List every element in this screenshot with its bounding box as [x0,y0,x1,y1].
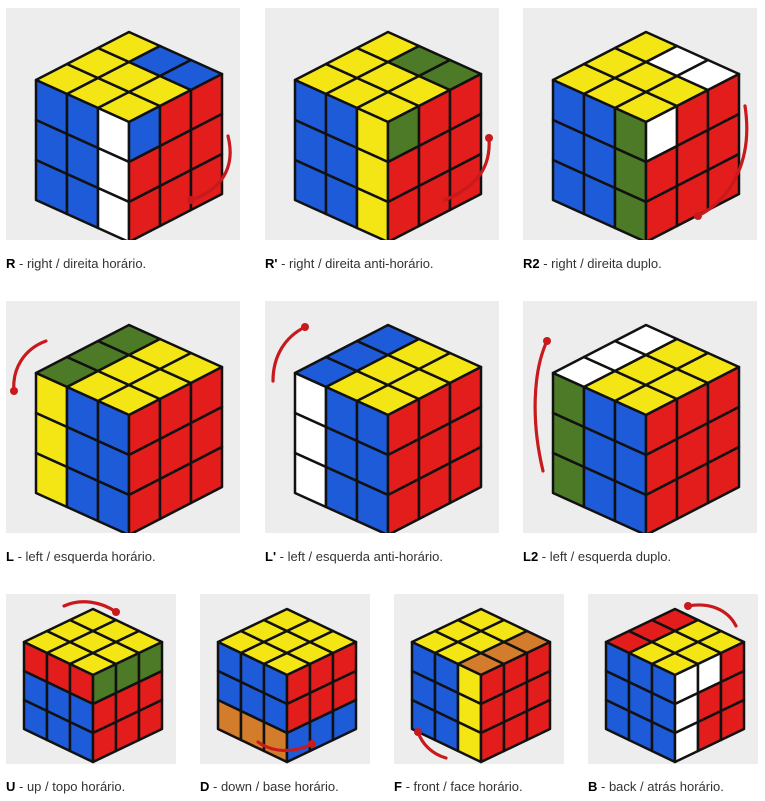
cube-panel [523,301,757,533]
right-face-sticker [719,698,746,742]
cube-panel [6,301,240,533]
right-face-sticker [706,445,741,505]
cube-panel [6,8,240,240]
curved-arrow-icon [62,600,118,614]
arrow-head [414,728,422,736]
move-caption: L2 - left / esquerda duplo. [523,549,671,564]
move-description: - up / topo horário. [15,779,126,794]
right-face-sticker [448,445,483,505]
move-caption: B - back / atrás horário. [588,779,724,794]
cube-illustration [533,323,741,533]
move-card-l2: L2 - left / esquerda duplo. [523,301,757,576]
move-caption: R' - right / direita anti-horário. [265,256,434,271]
arrow-head [10,387,18,395]
move-code: L [6,549,14,564]
move-caption: L - left / esquerda horário. [6,549,156,564]
curved-arrow-icon [271,325,307,383]
move-description: - left / esquerda horário. [13,549,156,564]
move-card-u: U - up / topo horário. [6,594,176,799]
move-card-r2: R2 - right / direita duplo. [523,8,757,283]
curved-arrow-icon [256,740,314,753]
left-face-sticker [613,186,648,240]
left-face-sticker [355,186,390,240]
curved-arrow-icon [686,603,738,628]
move-caption: F - front / face horário. [394,779,523,794]
right-face-sticker [525,698,552,742]
move-card-r: R - right / direita horário. [6,8,240,283]
left-face-sticker [355,479,390,533]
curved-arrow-icon [189,134,232,202]
move-code: R [6,256,16,271]
move-caption: R2 - right / direita duplo. [523,256,662,271]
cube-illustration [34,30,232,240]
move-description: - down / base horário. [209,779,339,794]
cube-illustration [216,607,358,764]
cube-panel [200,594,370,764]
right-face-sticker [706,152,741,212]
move-description: - front / face horário. [401,779,523,794]
move-card-l: L - left / esquerda horário. [6,301,240,576]
move-description: - left / esquerda duplo. [538,549,672,564]
left-face-sticker [96,186,131,240]
right-face-sticker [137,698,164,742]
cube-illustration [604,602,746,764]
arrow-head [684,602,692,610]
arrow-head [301,323,309,331]
right-face-sticker [189,445,224,505]
cube-illustration [551,30,749,240]
cube-illustration [22,600,164,764]
move-code: L' [265,549,277,564]
move-code: R' [265,256,278,271]
move-caption: L' - left / esquerda anti-horário. [265,549,443,564]
move-description: - right / direita horário. [15,256,147,271]
right-face-sticker [331,698,358,742]
cube-illustration [271,323,483,533]
move-caption: D - down / base horário. [200,779,339,794]
cube-panel [265,8,499,240]
move-card-b: B - back / atrás horário. [588,594,758,799]
move-card-r-prime: R' - right / direita anti-horário. [265,8,499,283]
cube-panel [394,594,564,764]
arrow-head [543,337,551,345]
cube-illustration [10,323,224,533]
left-face-sticker [613,479,648,533]
curved-arrow-icon [12,339,48,393]
move-card-f: F - front / face horário. [394,594,564,799]
move-code: U [6,779,16,794]
cube-panel [6,594,176,764]
move-card-d: D - down / base horário. [200,594,370,799]
cube-panel [523,8,757,240]
cube-panel [265,301,499,533]
move-code: R2 [523,256,540,271]
arrow-head [187,196,195,204]
curved-arrow-icon [443,136,491,202]
move-code: B [588,779,598,794]
arrow-head [112,608,120,616]
curved-arrow-icon [696,104,749,218]
curved-arrow-icon [533,339,549,473]
arrow-head [485,134,493,142]
move-description: - right / direita anti-horário. [277,256,434,271]
cube-panel [588,594,758,764]
cube-illustration [410,607,552,764]
left-face-sticker [96,479,131,533]
move-description: - right / direita duplo. [539,256,662,271]
move-caption: R - right / direita horário. [6,256,146,271]
move-code: L2 [523,549,539,564]
arrow-head [308,740,316,748]
move-code: F [394,779,402,794]
cube-illustration [293,30,493,240]
move-code: D [200,779,210,794]
move-description: - left / esquerda anti-horário. [276,549,443,564]
move-card-l-prime: L' - left / esquerda anti-horário. [265,301,499,576]
move-caption: U - up / topo horário. [6,779,125,794]
arrow-head [694,212,702,220]
move-description: - back / atrás horário. [597,779,724,794]
